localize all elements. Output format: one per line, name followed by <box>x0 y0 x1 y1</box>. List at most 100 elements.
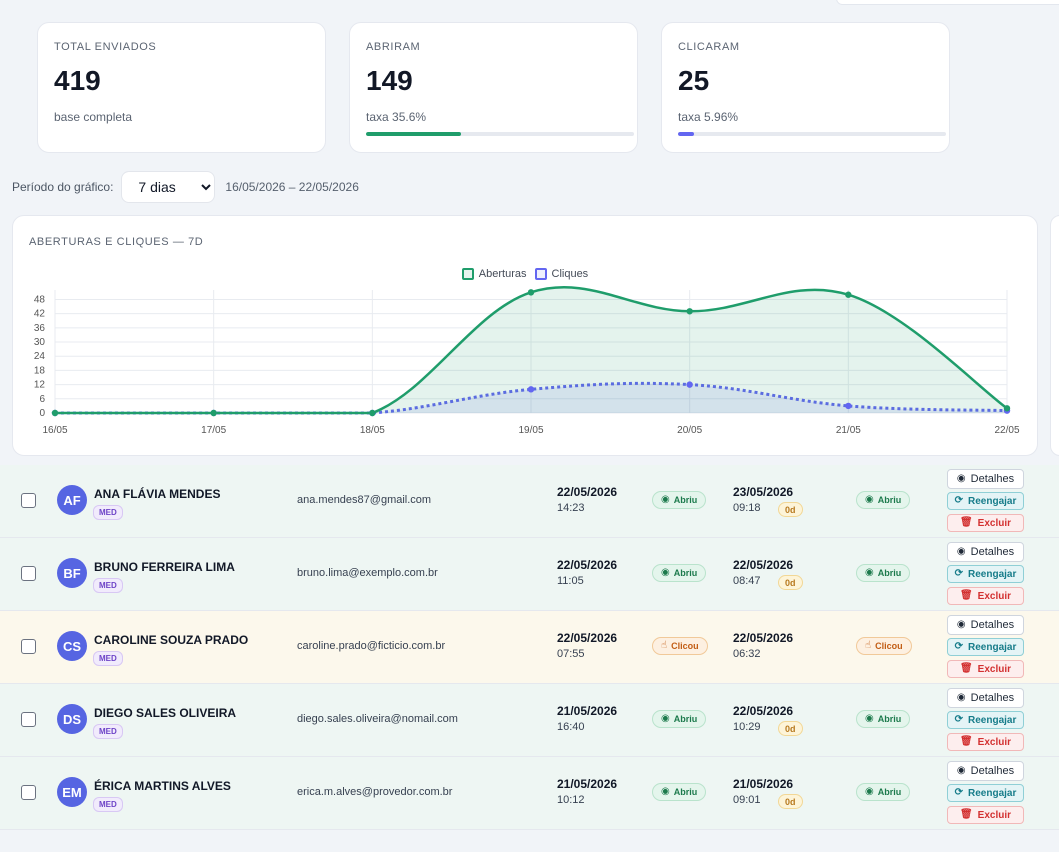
row-checkbox[interactable] <box>21 639 36 654</box>
eye-icon: ◉ <box>956 473 966 484</box>
details-label: Detalhes <box>970 692 1015 704</box>
reengage-button[interactable]: ⟳ Reengajar <box>947 492 1024 510</box>
avatar: DS <box>57 704 87 734</box>
delete-label: Excluir <box>977 736 1012 748</box>
delete-button[interactable]: 🗑 Excluir <box>947 587 1024 605</box>
trash-icon: 🗑 <box>959 517 973 528</box>
reengage-label: Reengajar <box>968 568 1017 580</box>
eye-icon: ◉ <box>661 494 670 505</box>
period-select[interactable]: 7 dias <box>121 171 216 203</box>
table-row[interactable]: EM ÉRICA MARTINS ALVES MED erica.m.alves… <box>0 757 1059 830</box>
row-checkbox[interactable] <box>21 785 36 800</box>
table-row[interactable]: AF ANA FLÁVIA MENDES MED ana.mendes87@gm… <box>0 465 1059 538</box>
trash-icon: 🗑 <box>959 809 973 820</box>
table-row[interactable]: DS DIEGO SALES OLIVEIRA MED diego.sales.… <box>0 684 1059 757</box>
y-tick-label: 36 <box>34 323 46 334</box>
trash-icon: 🗑 <box>959 663 973 674</box>
sent-date: 22/05/2026 <box>557 631 618 645</box>
legend-item-aberturas[interactable]: Aberturas <box>461 268 527 280</box>
chart-title: ABERTURAS E CLIQUES — 7D <box>29 236 204 248</box>
legend-label: Aberturas <box>478 268 527 280</box>
contact-email: bruno.lima@exemplo.com.br <box>297 567 438 579</box>
series-area-aberturas <box>55 287 1007 413</box>
legend-item-cliques[interactable]: Cliques <box>534 268 589 280</box>
legend-label: Cliques <box>551 268 589 280</box>
eye-icon: ◉ <box>865 713 874 724</box>
sent-date: 21/05/2026 <box>557 704 618 718</box>
contact-name: BRUNO FERREIRA LIMA <box>94 560 235 574</box>
reengage-button[interactable]: ⟳ Reengajar <box>947 711 1024 729</box>
delete-label: Excluir <box>977 809 1012 821</box>
table-row[interactable]: BF BRUNO FERREIRA LIMA MED bruno.lima@ex… <box>0 538 1059 611</box>
row-checkbox[interactable] <box>21 566 36 581</box>
delete-button[interactable]: 🗑 Excluir <box>947 514 1024 532</box>
x-tick-label: 20/05 <box>677 425 702 436</box>
eye-icon: ◉ <box>865 494 874 505</box>
delete-button[interactable]: 🗑 Excluir <box>947 733 1024 751</box>
reengage-label: Reengajar <box>968 641 1017 653</box>
tier-badge: MED <box>93 724 123 739</box>
sent-time: 11:05 <box>557 575 584 587</box>
legend-swatch-cliques <box>534 268 547 280</box>
trash-icon: 🗑 <box>959 590 973 601</box>
row-checkbox[interactable] <box>21 493 36 508</box>
details-button[interactable]: ◉ Detalhes <box>947 615 1024 635</box>
chart-card: ABERTURAS E CLIQUES — 7D Aberturas Cliqu… <box>12 215 1038 456</box>
tier-badge: MED <box>93 797 123 812</box>
status-badge: ◉ Abriu <box>856 491 911 509</box>
event-date: 22/05/2026 <box>733 631 794 645</box>
contact-email: ana.mendes87@gmail.com <box>297 494 432 506</box>
x-tick-label: 19/05 <box>518 425 543 436</box>
status-label: Abriu <box>877 568 902 578</box>
data-point-aberturas <box>845 291 852 298</box>
reengage-button[interactable]: ⟳ Reengajar <box>947 638 1024 656</box>
sent-time: 14:23 <box>557 502 585 514</box>
reengage-button[interactable]: ⟳ Reengajar <box>947 565 1024 583</box>
contact-name: ANA FLÁVIA MENDES <box>94 487 221 501</box>
table-row[interactable]: CS CAROLINE SOUZA PRADO MED caroline.pra… <box>0 611 1059 684</box>
avatar: AF <box>57 485 87 515</box>
reengage-label: Reengajar <box>968 714 1017 726</box>
data-point-cliques <box>686 381 693 388</box>
chart-plot: 0 6 12 18 24 30 36 42 48 16/05 17/05 18/05 19/05 20/0… <box>34 286 1020 436</box>
pointer-hand-icon: ☝ <box>661 640 668 651</box>
refresh-icon: ⟳ <box>954 714 964 725</box>
eye-icon: ◉ <box>956 546 966 557</box>
card-opened: ABRIRAM 149 taxa 35.6% <box>349 22 638 153</box>
details-button[interactable]: ◉ Detalhes <box>947 688 1024 708</box>
details-button[interactable]: ◉ Detalhes <box>947 469 1024 489</box>
details-label: Detalhes <box>970 619 1015 631</box>
row-checkbox[interactable] <box>21 712 36 727</box>
details-button[interactable]: ◉ Detalhes <box>947 542 1024 562</box>
sent-date: 21/05/2026 <box>557 777 618 791</box>
status-badge: ◉ Abriu <box>652 564 707 582</box>
series-area-cliques <box>55 383 1007 413</box>
sent-time: 07:55 <box>557 648 585 660</box>
reengage-button[interactable]: ⟳ Reengajar <box>947 784 1024 802</box>
delete-button[interactable]: 🗑 Excluir <box>947 660 1024 678</box>
contact-email: erica.m.alves@provedor.com.br <box>297 786 453 798</box>
reengage-label: Reengajar <box>968 495 1017 507</box>
tier-badge: MED <box>93 578 123 593</box>
x-tick-label: 17/05 <box>201 425 226 436</box>
data-point-aberturas <box>51 409 59 417</box>
status-label: Abriu <box>673 495 698 505</box>
card-value: 25 <box>678 65 710 96</box>
status-badge: ☝ Clicou <box>856 637 912 655</box>
contact-name: CAROLINE SOUZA PRADO <box>94 633 249 647</box>
data-point-aberturas <box>369 409 376 417</box>
event-time: 09:18 <box>733 502 761 514</box>
eye-icon: ◉ <box>956 619 966 630</box>
contacts-table: AF ANA FLÁVIA MENDES MED ana.mendes87@gm… <box>0 465 1059 830</box>
status-badge: ◉ Abriu <box>856 710 911 728</box>
card-label: ABRIRAM <box>366 41 421 53</box>
card-label: TOTAL ENVIADOS <box>54 41 157 53</box>
status-label: Abriu <box>673 714 698 724</box>
eye-icon: ◉ <box>956 692 966 703</box>
status-badge: ☝ Clicou <box>652 637 708 655</box>
delete-button[interactable]: 🗑 Excluir <box>947 806 1024 824</box>
pointer-hand-icon: ☝ <box>865 640 872 651</box>
status-label: Abriu <box>877 787 902 797</box>
data-point-cliques <box>527 386 535 393</box>
details-button[interactable]: ◉ Detalhes <box>947 761 1024 781</box>
